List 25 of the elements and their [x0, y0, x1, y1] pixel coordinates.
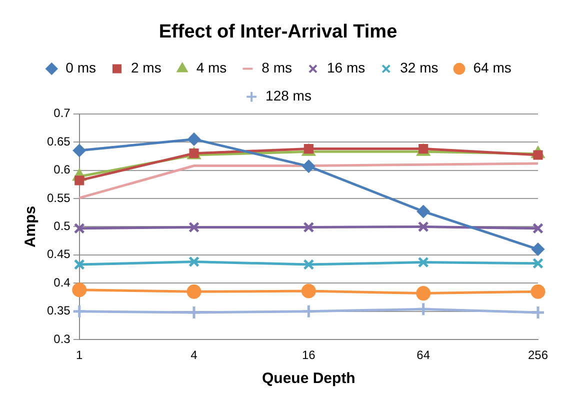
- x-tick-label: 16: [302, 348, 316, 362]
- y-tick-label: 0.3: [54, 332, 71, 346]
- y-tick-label: 0.6: [54, 162, 71, 177]
- y-tick-label: 0.45: [46, 247, 71, 262]
- legend-label: 16 ms: [326, 60, 366, 76]
- y-tick-label: 0.7: [54, 106, 71, 120]
- x-tick-label: 64: [416, 348, 430, 362]
- legend-label: 64 ms: [473, 60, 512, 76]
- y-tick-label: 0.35: [46, 304, 71, 318]
- x-tick-label: 256: [528, 348, 548, 362]
- x-axis-title: Queue Depth: [262, 370, 356, 388]
- y-tick-label: 0.65: [46, 134, 71, 148]
- y-tick-label: 0.55: [46, 190, 71, 205]
- legend-label: 128 ms: [266, 88, 312, 104]
- y-axis-title: Amps: [22, 206, 40, 248]
- legend-label: 2 ms: [130, 60, 162, 76]
- legend-label: 4 ms: [196, 60, 227, 76]
- x-tick-label: 4: [190, 348, 198, 362]
- y-tick-label: 0.5: [54, 219, 71, 234]
- legend-label: 8 ms: [262, 60, 292, 76]
- legend-label: 32 ms: [400, 60, 438, 76]
- chart-title: Effect of Inter-Arrival Time: [158, 22, 398, 43]
- x-tick-label: 1: [76, 348, 84, 362]
- legend-label: 0 ms: [66, 60, 96, 76]
- y-tick-label: 0.4: [54, 275, 71, 290]
